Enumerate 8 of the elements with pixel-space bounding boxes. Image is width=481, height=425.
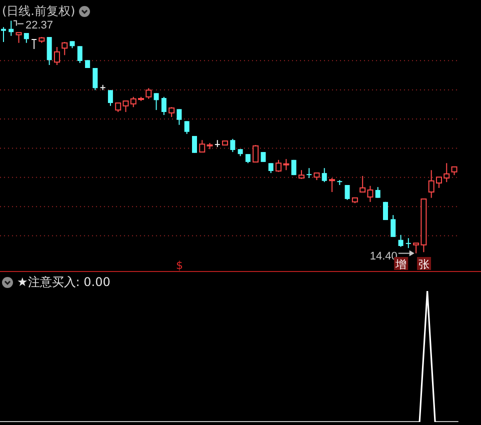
text: $ xyxy=(176,259,184,272)
candlestick xyxy=(32,38,37,50)
candlestick xyxy=(406,238,411,248)
annotation: 14.40 xyxy=(370,250,398,262)
candlestick xyxy=(306,168,312,178)
chart-title: (日线.前复权) xyxy=(2,4,76,18)
chart-title: ★注意买入: 0.00 xyxy=(17,275,110,289)
annotation: 22.37 xyxy=(25,20,53,32)
